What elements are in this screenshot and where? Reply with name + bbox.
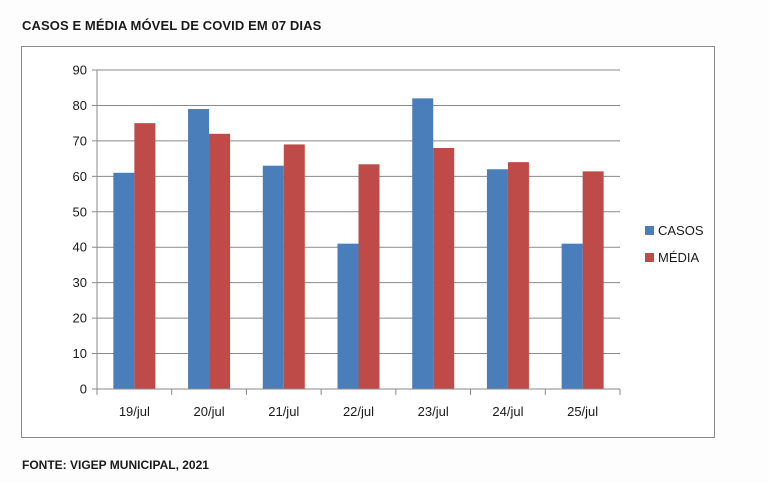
chart-title: CASOS E MÉDIA MÓVEL DE COVID EM 07 DIAS — [22, 18, 322, 33]
axes — [92, 69, 621, 395]
x-tick-label: 25/jul — [567, 404, 598, 419]
x-tick-label: 22/jul — [343, 404, 374, 419]
bar-m-dia-1 — [209, 133, 231, 389]
bar-casos-3 — [337, 243, 359, 389]
y-tick-label: 70 — [73, 133, 87, 148]
x-tick-label: 21/jul — [268, 404, 299, 419]
bars — [113, 98, 604, 390]
bar-m-dia-6 — [582, 171, 604, 389]
bar-m-dia-3 — [358, 164, 380, 389]
bar-m-dia-2 — [283, 144, 305, 389]
y-tick-label: 10 — [73, 346, 87, 361]
y-tick-label: 30 — [73, 275, 87, 290]
y-tick-label: 50 — [73, 204, 87, 219]
y-tick-label: 80 — [73, 98, 87, 113]
x-axis-ticks: 19/jul 20/jul 21/jul 22/jul 23/jul 24/jul 25/j… — [119, 404, 598, 419]
bar-casos-5 — [486, 169, 508, 389]
legend: CASOS MÉDIA — [645, 223, 704, 265]
x-tick-label: 24/jul — [492, 404, 523, 419]
bar-m-dia-0 — [134, 123, 156, 390]
y-tick-label: 90 — [73, 63, 87, 78]
y-tick-label: 0 — [80, 382, 87, 397]
x-tick-label: 20/jul — [194, 404, 225, 419]
bar-casos-6 — [561, 243, 583, 389]
legend-swatch-casos — [645, 226, 654, 235]
y-tick-label: 40 — [73, 240, 87, 255]
legend-label: CASOS — [658, 223, 704, 238]
y-tick-label: 60 — [73, 169, 87, 184]
bar-casos-4 — [412, 98, 434, 389]
bar-casos-1 — [188, 108, 210, 389]
bar-m-dia-4 — [433, 147, 455, 389]
bar-casos-0 — [113, 172, 135, 389]
legend-swatch-m-dia — [645, 253, 654, 262]
x-tick-label: 19/jul — [119, 404, 150, 419]
source-note: FONTE: VIGEP MUNICIPAL, 2021 — [22, 458, 209, 472]
legend-label: MÉDIA — [658, 250, 700, 265]
y-tick-label: 20 — [73, 311, 87, 326]
bar-casos-2 — [262, 165, 284, 389]
x-tick-label: 23/jul — [418, 404, 449, 419]
bar-m-dia-5 — [507, 162, 529, 389]
y-axis-ticks: 0 10 20 30 40 50 60 70 80 90 — [73, 63, 87, 397]
